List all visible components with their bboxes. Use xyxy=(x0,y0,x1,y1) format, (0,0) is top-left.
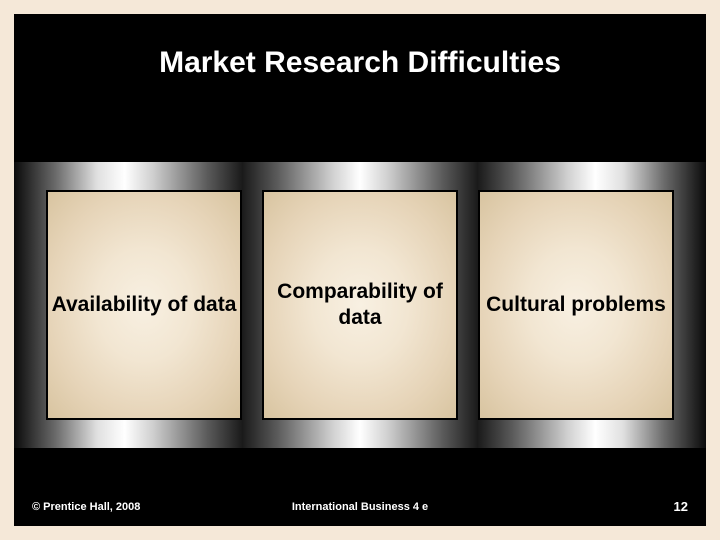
slide-container: Market Research Difficulties Availabilit… xyxy=(14,14,706,526)
box-comparability: Comparability of data xyxy=(262,190,458,420)
box-text: Comparability of data xyxy=(264,279,456,332)
boxes-row: Availability of data Comparability of da… xyxy=(14,190,706,420)
box-availability: Availability of data xyxy=(46,190,242,420)
box-text: Cultural problems xyxy=(486,292,666,318)
slide-title: Market Research Difficulties xyxy=(14,14,706,110)
footer-book: International Business 4 e xyxy=(292,501,428,513)
box-cultural: Cultural problems xyxy=(478,190,674,420)
footer-page: 12 xyxy=(674,499,688,514)
footer-copyright: © Prentice Hall, 2008 xyxy=(32,501,140,513)
box-text: Availability of data xyxy=(52,292,237,318)
footer: © Prentice Hall, 2008 International Busi… xyxy=(32,499,688,514)
